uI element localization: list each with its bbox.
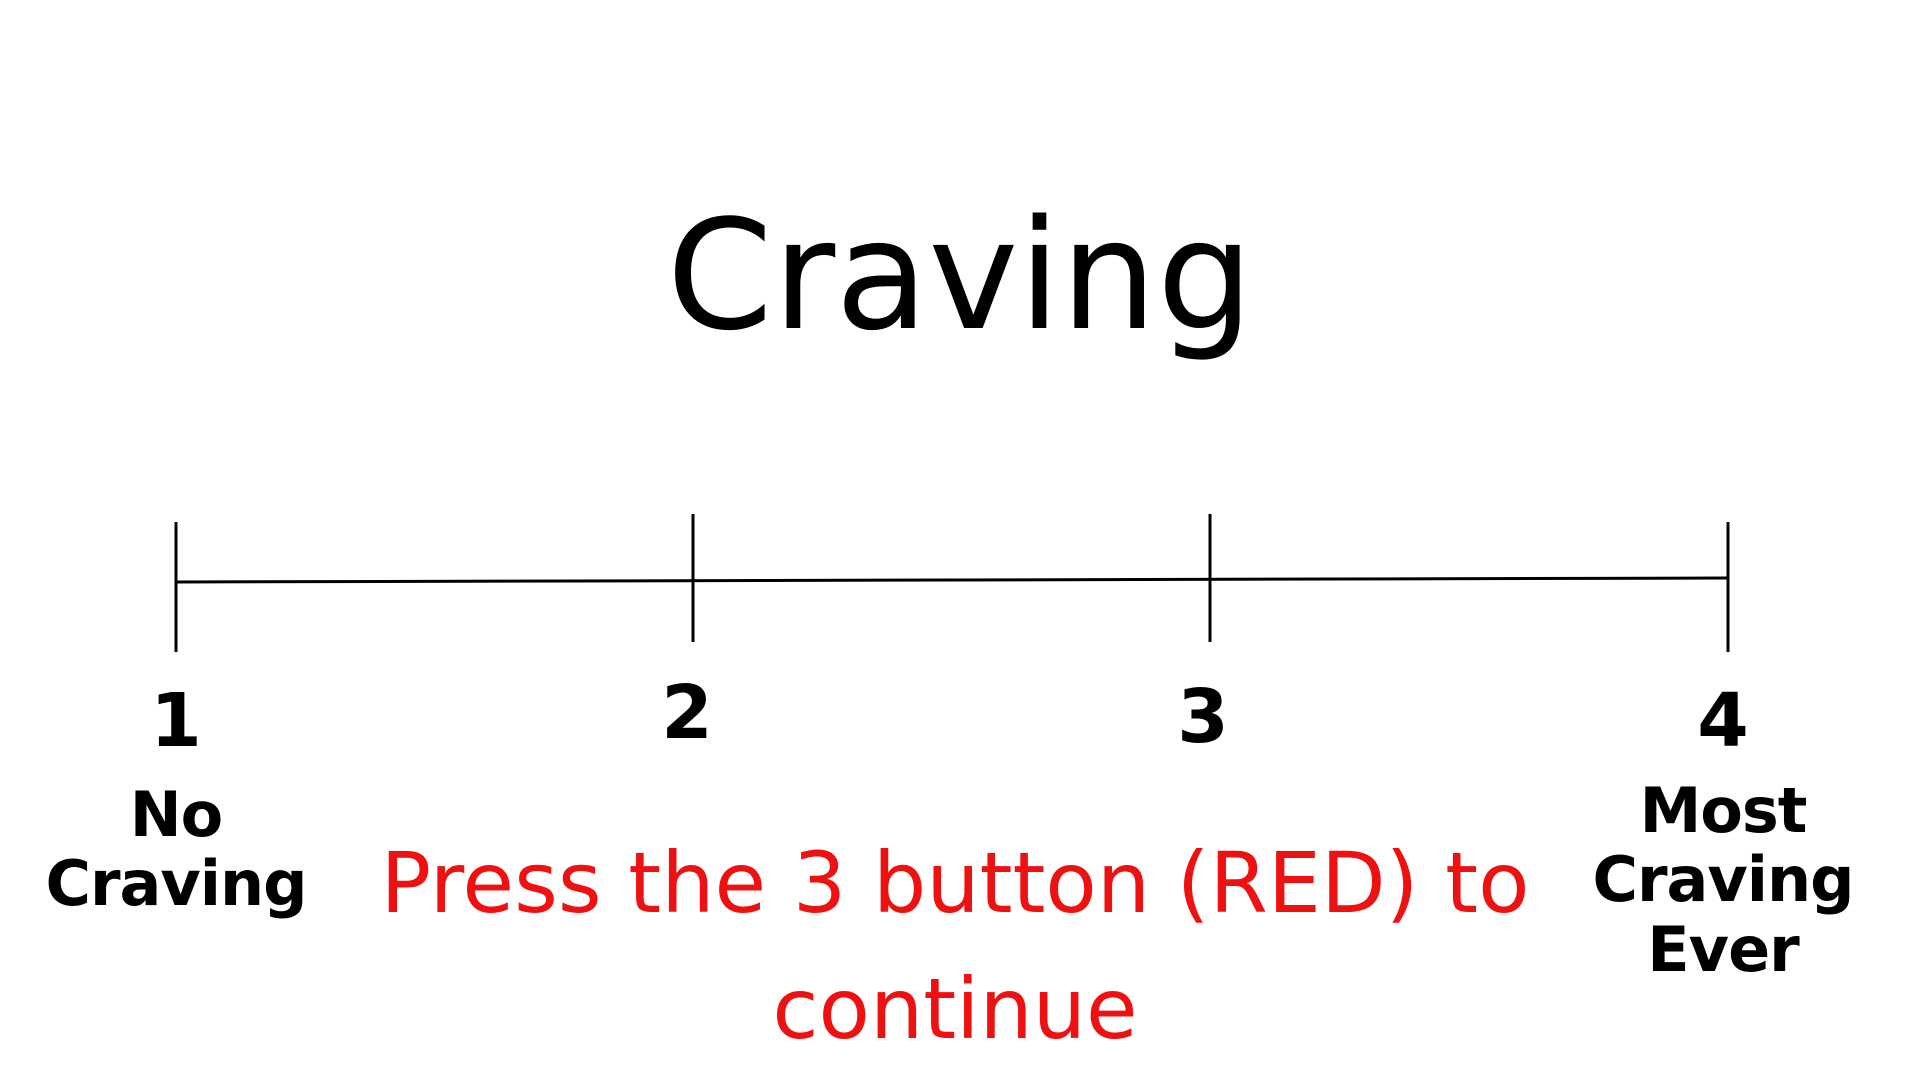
scale-line <box>175 576 1729 584</box>
scale-number-2: 2 <box>661 670 713 756</box>
anchor-label-low: No Craving <box>45 778 307 921</box>
anchor-label-high: Most Craving Ever <box>1592 774 1854 986</box>
scale-number-3: 3 <box>1177 674 1229 760</box>
scale-number-4: 4 <box>1697 678 1749 764</box>
scale-title: Craving <box>666 187 1254 364</box>
continue-instruction: Press the 3 button (RED) to continue <box>380 834 1530 1058</box>
scale-number-1: 1 <box>150 678 202 764</box>
